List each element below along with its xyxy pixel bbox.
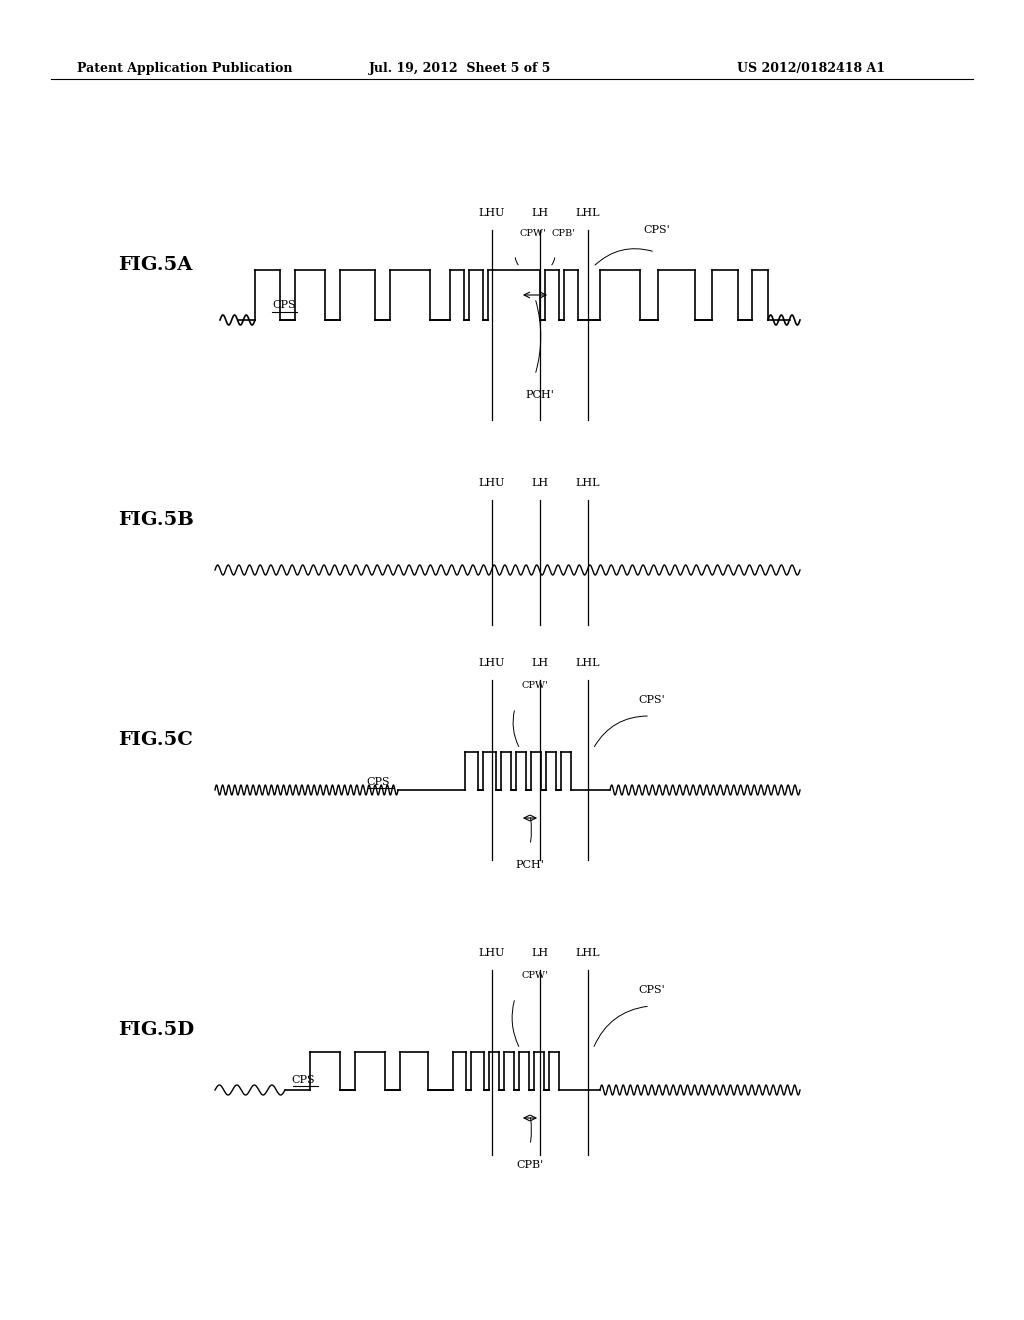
Text: FIG.5B: FIG.5B	[118, 511, 194, 529]
Text: CPS': CPS'	[643, 224, 670, 235]
Text: CPS: CPS	[292, 1074, 315, 1085]
Text: LH: LH	[531, 209, 549, 218]
Text: LHL: LHL	[575, 209, 600, 218]
Text: Patent Application Publication: Patent Application Publication	[77, 62, 292, 75]
Text: CPS: CPS	[367, 777, 390, 787]
Text: LHU: LHU	[479, 657, 505, 668]
Text: CPW': CPW'	[522, 972, 549, 979]
Text: PCH': PCH'	[515, 861, 545, 870]
Text: LH: LH	[531, 478, 549, 488]
Text: LHU: LHU	[479, 478, 505, 488]
Text: CPS: CPS	[272, 300, 296, 310]
Text: LH: LH	[531, 948, 549, 958]
Text: PCH': PCH'	[525, 389, 554, 400]
Text: CPB': CPB'	[552, 228, 575, 238]
Text: FIG.5A: FIG.5A	[118, 256, 193, 275]
Text: FIG.5D: FIG.5D	[118, 1020, 194, 1039]
Text: FIG.5C: FIG.5C	[118, 731, 193, 748]
Text: CPS': CPS'	[638, 985, 665, 995]
Text: LHL: LHL	[575, 478, 600, 488]
Text: CPW': CPW'	[520, 228, 547, 238]
Text: Jul. 19, 2012  Sheet 5 of 5: Jul. 19, 2012 Sheet 5 of 5	[369, 62, 551, 75]
Text: LHL: LHL	[575, 657, 600, 668]
Text: LHL: LHL	[575, 948, 600, 958]
Text: LH: LH	[531, 657, 549, 668]
Text: CPB': CPB'	[516, 1160, 544, 1170]
Text: US 2012/0182418 A1: US 2012/0182418 A1	[737, 62, 886, 75]
Text: CPW': CPW'	[522, 681, 549, 690]
Text: LHU: LHU	[479, 209, 505, 218]
Text: CPS': CPS'	[638, 696, 665, 705]
Text: LHU: LHU	[479, 948, 505, 958]
